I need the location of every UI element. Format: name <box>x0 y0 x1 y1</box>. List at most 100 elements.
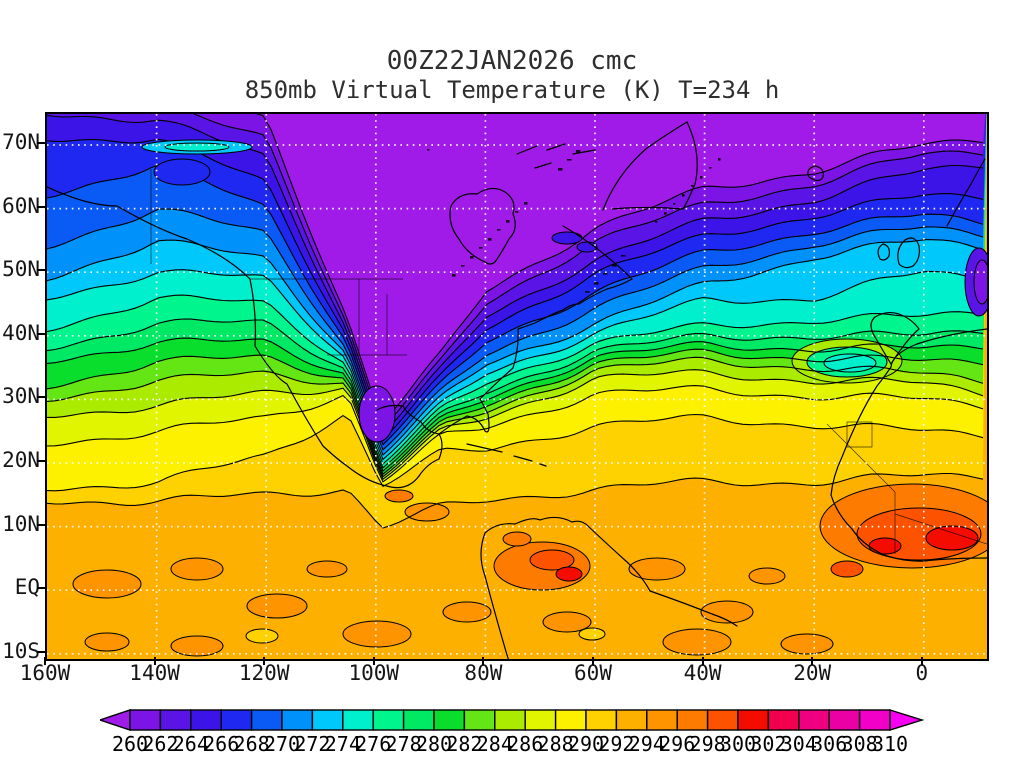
lat-axis-label: 70N <box>2 129 40 154</box>
warm-cell <box>700 600 754 624</box>
warm-cell <box>84 632 130 652</box>
coastline <box>480 532 509 659</box>
coastline <box>877 243 890 261</box>
warm-cell <box>662 628 732 656</box>
colorbar-tick-label: 266 <box>203 732 240 756</box>
lon-axis-label: 120W <box>238 661 290 685</box>
colorbar-tick-label: 302 <box>750 732 787 756</box>
lake-speckle <box>612 264 617 267</box>
lake-speckle <box>524 202 528 205</box>
lon-axis-label: 100W <box>348 661 400 685</box>
lat-axis-label: 40N <box>2 320 40 345</box>
colorbar-arrow-left <box>100 709 131 731</box>
lat-axis-label: 10N <box>2 511 40 536</box>
coastline <box>807 165 824 182</box>
axis-tick <box>37 332 46 335</box>
warm-cell <box>780 633 834 655</box>
colorbar-box-302 <box>767 709 800 731</box>
colorbar-tick-label: 278 <box>385 732 422 756</box>
axis-tick <box>372 657 375 665</box>
colorbar-box-260 <box>129 709 162 731</box>
colorbar-tick-label: 290 <box>567 732 605 756</box>
colorbar-tick-label: 308 <box>841 732 878 756</box>
lake-speckle <box>427 149 430 151</box>
lat-axis-label: 30N <box>2 384 40 409</box>
warm-cell <box>823 353 877 373</box>
coastline <box>466 443 547 467</box>
axis-tick <box>37 523 46 526</box>
colorbar-box-292 <box>615 709 648 731</box>
warm-cell <box>529 549 575 571</box>
warm-cell <box>542 611 592 633</box>
contour-line-280 <box>47 337 984 472</box>
colorbar-box-262 <box>159 709 192 731</box>
colorbar-tick-label: 306 <box>811 732 848 756</box>
axis-tick <box>44 657 46 665</box>
contour-line-286 <box>47 369 984 481</box>
axis-tick <box>701 657 704 665</box>
warm-cell <box>170 635 224 657</box>
lon-axis-label: 80W <box>464 661 503 685</box>
colorbar-tick-label: 270 <box>263 732 301 756</box>
colorbar-tick-label: 280 <box>415 732 453 756</box>
warm-cell <box>502 531 532 547</box>
lake-speckle <box>673 203 676 205</box>
lon-axis-label: 20W <box>793 661 832 685</box>
coastline <box>516 143 596 169</box>
warm-cell <box>384 489 414 503</box>
warm-cell <box>925 525 979 551</box>
border-line <box>894 513 987 545</box>
temperature-map-svg <box>47 114 987 659</box>
colorbar-tick-label: 292 <box>598 732 635 756</box>
axis-tick <box>811 657 814 665</box>
colorbar-tick-label: 264 <box>172 732 209 756</box>
axis-tick <box>153 657 156 665</box>
lake-speckle <box>558 168 563 171</box>
colorbar-box-278 <box>402 709 435 731</box>
axis-tick <box>482 657 485 665</box>
contour-line-282 <box>47 348 984 475</box>
coastline <box>602 121 698 211</box>
contour-line-270 <box>47 208 984 451</box>
lake-speckle <box>718 158 721 161</box>
lake-speckle <box>567 159 572 161</box>
coastline <box>484 516 738 627</box>
warm-cell <box>868 537 902 555</box>
contour-line-264 <box>47 114 984 435</box>
warm-cell <box>628 557 686 581</box>
lat-axis-label: EQ <box>14 574 40 599</box>
page-title: 00Z22JAN2026 cmc <box>386 46 638 76</box>
lat-axis-label: 60N <box>2 193 40 218</box>
colorbar-tick-label: 310 <box>871 732 909 756</box>
colorbar-box-274 <box>342 709 374 731</box>
lon-axis-label: 160W <box>19 661 71 685</box>
colorbar-tick-label: 260 <box>111 732 149 756</box>
colorbar-box-282 <box>463 709 496 731</box>
lake-speckle <box>585 291 590 293</box>
contour-line-276 <box>47 294 984 465</box>
lake-speckle <box>682 194 685 197</box>
warm-cell <box>404 502 450 522</box>
axis-tick <box>37 269 46 272</box>
contour-line-284 <box>47 356 984 478</box>
warm-cell <box>748 567 786 585</box>
lon-axis-label: 140W <box>129 661 180 685</box>
axis-tick <box>920 657 923 665</box>
colorbar-tick-label: 288 <box>537 732 574 756</box>
contour-line-292 <box>47 472 984 529</box>
lake-speckle <box>576 150 581 153</box>
colorbar-box-306 <box>828 709 861 731</box>
lake-speckle <box>497 229 501 231</box>
axis-tick <box>263 657 266 665</box>
colorbar-tick-label: 304 <box>780 732 817 756</box>
cool-cell <box>973 259 987 305</box>
cool-cell <box>358 385 396 443</box>
colorbar-tick-label: 272 <box>294 732 331 756</box>
lake-speckle <box>664 212 667 215</box>
lake-speckle <box>488 238 492 241</box>
colorbar-tick-label: 282 <box>446 732 483 756</box>
lat-axis-label: 10S <box>2 638 40 663</box>
colorbar-box-268 <box>250 709 283 731</box>
border-line <box>846 421 873 448</box>
